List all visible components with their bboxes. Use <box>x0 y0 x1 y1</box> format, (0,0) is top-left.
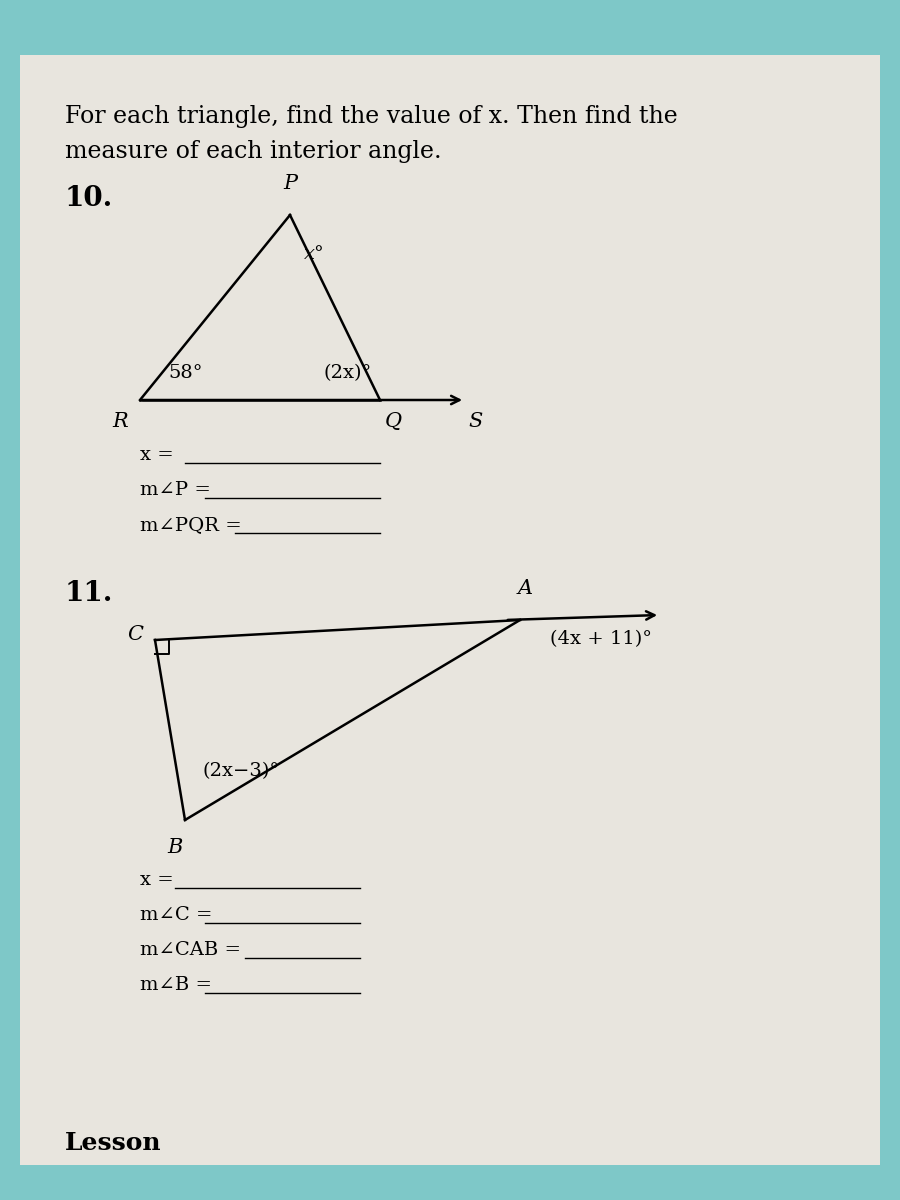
Text: x°: x° <box>304 245 325 263</box>
Text: 58°: 58° <box>168 364 202 382</box>
Text: (2x)°: (2x)° <box>324 364 372 382</box>
Text: x =: x = <box>140 871 174 889</box>
Text: (4x + 11)°: (4x + 11)° <box>550 630 652 648</box>
Text: A: A <box>518 578 533 598</box>
Text: B: B <box>167 838 183 857</box>
Text: x =: x = <box>140 446 174 464</box>
Text: Lesson: Lesson <box>65 1130 162 1154</box>
Text: m∠C =: m∠C = <box>140 906 212 924</box>
Text: 10.: 10. <box>65 185 113 212</box>
Text: m∠PQR =: m∠PQR = <box>140 516 242 534</box>
Text: m∠B =: m∠B = <box>140 976 212 994</box>
Text: S: S <box>468 412 482 431</box>
Text: C: C <box>127 625 143 644</box>
Text: P: P <box>283 174 297 193</box>
FancyBboxPatch shape <box>20 55 880 1165</box>
Text: m∠CAB =: m∠CAB = <box>140 941 241 959</box>
Text: m∠P =: m∠P = <box>140 481 211 499</box>
Text: For each triangle, find the value of x. Then find the: For each triangle, find the value of x. … <box>65 104 678 128</box>
Text: measure of each interior angle.: measure of each interior angle. <box>65 140 442 163</box>
Text: (2x−3)°: (2x−3)° <box>203 762 280 780</box>
Text: Q: Q <box>385 412 402 431</box>
Text: 11.: 11. <box>65 580 113 607</box>
Text: R: R <box>112 412 128 431</box>
